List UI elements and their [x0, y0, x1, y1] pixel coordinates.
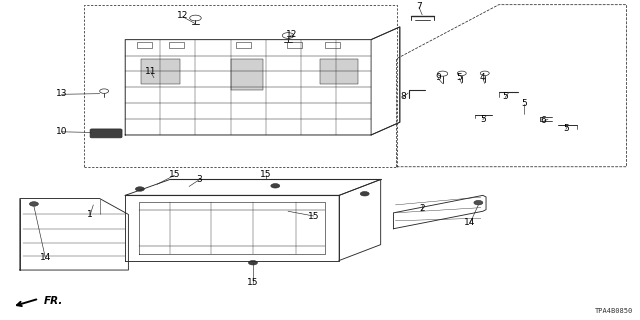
Text: 11: 11 — [145, 67, 157, 76]
Text: 15: 15 — [260, 170, 271, 179]
Text: FR.: FR. — [44, 296, 63, 306]
Circle shape — [29, 202, 38, 206]
Circle shape — [136, 187, 145, 191]
Text: 14: 14 — [40, 253, 51, 262]
Text: 13: 13 — [56, 89, 67, 98]
Text: 15: 15 — [247, 278, 259, 287]
FancyBboxPatch shape — [236, 42, 251, 48]
Text: 15: 15 — [169, 170, 180, 179]
Text: 2: 2 — [419, 204, 425, 212]
Text: 6: 6 — [541, 116, 547, 125]
Circle shape — [248, 260, 257, 265]
Circle shape — [360, 192, 369, 196]
Circle shape — [271, 184, 280, 188]
FancyBboxPatch shape — [320, 59, 358, 84]
Text: TPA4B0850: TPA4B0850 — [595, 308, 633, 314]
Text: 5: 5 — [563, 124, 569, 133]
Text: 12: 12 — [177, 11, 188, 20]
FancyBboxPatch shape — [287, 42, 302, 48]
FancyBboxPatch shape — [137, 42, 152, 48]
Text: 3: 3 — [196, 175, 202, 184]
Text: 5: 5 — [522, 99, 527, 108]
Circle shape — [474, 200, 483, 205]
Text: 5: 5 — [456, 73, 462, 82]
Text: 8: 8 — [400, 92, 406, 101]
Text: 15: 15 — [308, 212, 319, 220]
Text: 5: 5 — [502, 92, 508, 101]
Text: 12: 12 — [285, 30, 297, 39]
Text: 1: 1 — [87, 210, 93, 219]
FancyBboxPatch shape — [169, 42, 184, 48]
Text: 14: 14 — [465, 218, 476, 227]
Text: 4: 4 — [480, 73, 486, 82]
FancyBboxPatch shape — [230, 59, 262, 91]
FancyBboxPatch shape — [325, 42, 340, 48]
FancyBboxPatch shape — [141, 59, 179, 84]
Text: 9: 9 — [435, 73, 441, 82]
Text: 10: 10 — [56, 127, 67, 136]
FancyBboxPatch shape — [90, 129, 122, 138]
Text: 7: 7 — [416, 2, 422, 11]
Text: 5: 5 — [480, 115, 486, 124]
